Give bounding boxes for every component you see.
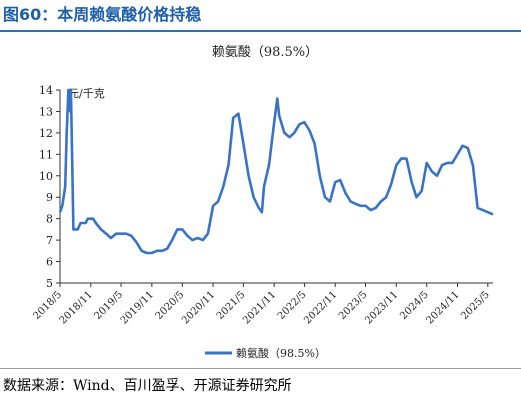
source-note: 数据来源：Wind、百川盈孚、开源证券研究所 xyxy=(3,378,292,394)
y-tick-label: 8 xyxy=(46,213,53,226)
y-tick-label: 13 xyxy=(39,105,53,118)
y-tick-label: 9 xyxy=(46,191,53,204)
x-tick-label: 2018/11 xyxy=(58,289,95,326)
x-tick-group: 2018/52018/112019/52019/112020/52020/112… xyxy=(31,283,492,326)
y-tick-label: 14 xyxy=(39,84,53,97)
legend: 赖氨酸（98.5%） xyxy=(205,346,326,360)
unit-label: 元/千克 xyxy=(68,87,105,100)
y-tick-label: 12 xyxy=(39,127,53,140)
price-line-chart: 赖氨酸（98.5%） 元/千克 5 6 7 8 9 10 11 12 13 14 2018/520… xyxy=(31,45,494,360)
title-rule xyxy=(0,30,521,32)
chart-title: 赖氨酸（98.5%） xyxy=(212,45,318,60)
y-tick-label: 10 xyxy=(39,170,53,183)
x-tick-label: 2025/5 xyxy=(459,289,492,322)
x-tick-label: 2021/11 xyxy=(241,289,278,326)
y-tick-label: 5 xyxy=(46,277,53,290)
x-tick-label: 2022/11 xyxy=(302,289,339,326)
y-tick-group: 5 6 7 8 9 10 11 12 13 14 xyxy=(39,84,60,290)
x-tick-label: 2019/11 xyxy=(119,289,156,326)
series-line-lysine xyxy=(58,88,494,255)
x-tick-label: 2020/11 xyxy=(180,289,217,326)
y-tick-label: 11 xyxy=(39,148,53,161)
x-tick-label: 2024/11 xyxy=(424,289,461,326)
figure-title: 图60：本周赖氨酸价格持稳 xyxy=(3,5,202,24)
y-tick-label: 6 xyxy=(46,256,53,269)
legend-label: 赖氨酸（98.5%） xyxy=(236,346,326,360)
bottom-rule xyxy=(0,368,521,369)
y-tick-label: 7 xyxy=(46,234,53,247)
x-tick-label: 2023/11 xyxy=(363,289,400,326)
